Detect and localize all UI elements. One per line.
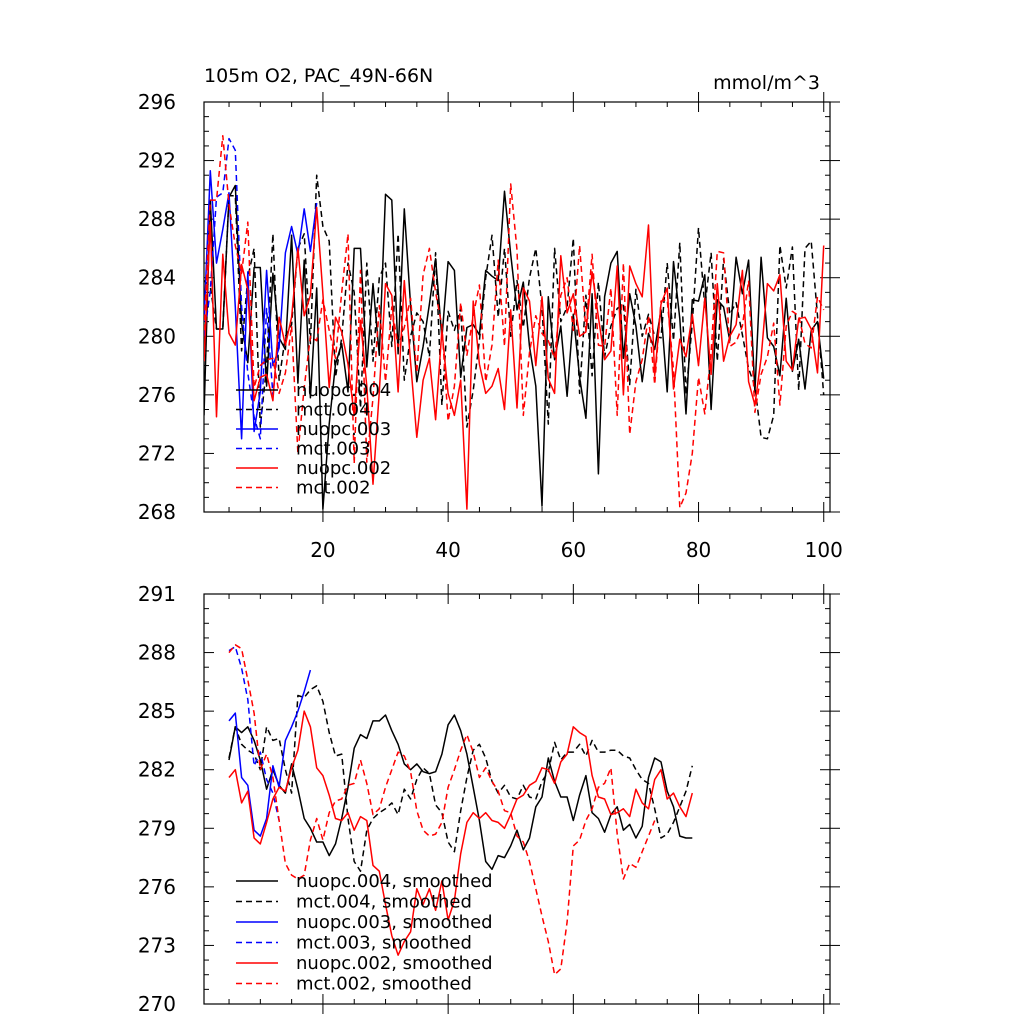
y-tick-label: 272 [138, 441, 176, 465]
x-tick-label: 60 [561, 538, 586, 562]
y-tick-label: 296 [138, 90, 176, 114]
legend-label: mct.004, smoothed [296, 892, 472, 913]
y-tick-label: 285 [138, 699, 176, 723]
legend-label: mct.002, smoothed [296, 974, 472, 995]
legend-label: nuopc.003 [296, 419, 391, 440]
series-line-nuopc-004 [204, 184, 825, 510]
legend-label: mct.003 [296, 439, 371, 460]
legend-label: nuopc.002, smoothed [296, 953, 493, 974]
legend-label: nuopc.003, smoothed [296, 912, 493, 933]
y-tick-label: 273 [138, 933, 176, 957]
legend-label: mct.003, smoothed [296, 933, 472, 954]
y-tick-label: 292 [138, 149, 176, 173]
y-tick-label: 270 [138, 992, 176, 1016]
legend-label: nuopc.004, smoothed [296, 871, 493, 892]
y-tick-label: 288 [138, 207, 176, 231]
series-line-mct-002 [204, 134, 825, 509]
y-tick-label: 276 [138, 383, 176, 407]
y-tick-label: 280 [138, 324, 176, 348]
y-tick-label: 284 [138, 266, 176, 290]
y-tick-label: 282 [138, 758, 176, 782]
panel-bottom: 270 273 276 279 282 285 288 291 nuopc.004, smoot… [138, 582, 840, 1016]
series-line-mct-003 [204, 137, 280, 440]
series-line-nuopc-002 [204, 206, 825, 510]
legend-label: nuopc.004 [296, 380, 391, 401]
series-lines [228, 644, 694, 976]
x-tick-label: 20 [310, 538, 335, 562]
legend-label: nuopc.002 [296, 458, 391, 479]
chart-title: 105m O2, PAC_49N-66N [204, 65, 433, 87]
y-tick-label: 279 [138, 816, 176, 840]
x-tick-label: 80 [686, 538, 711, 562]
series-line-nuopc-003-smoothed [228, 669, 312, 837]
y-tick-label: 268 [138, 500, 176, 524]
series-line-mct-002-smoothed [228, 644, 656, 976]
x-tick-label: 40 [435, 538, 460, 562]
y-tick-label: 276 [138, 875, 176, 899]
series-lines [204, 134, 825, 510]
legend-label: mct.002 [296, 478, 371, 499]
legend: nuopc.004mct.004nuopc.003mct.003nuopc.00… [236, 380, 391, 499]
x-tick-label: 100 [805, 538, 843, 562]
y-tick-label: 291 [138, 582, 176, 606]
y-tick-label: 288 [138, 641, 176, 665]
series-line-mct-003-smoothed [228, 645, 280, 821]
legend-label: mct.004 [296, 400, 371, 421]
series-line-mct-004-smoothed [228, 685, 694, 872]
series-line-mct-004 [204, 174, 825, 440]
series-line-nuopc-004-smoothed [228, 714, 693, 871]
units-label: mmol/m^3 [713, 72, 820, 94]
panel-top: 20 40 60 80 100 268 272 276 280 284 288 292 296 105m … [138, 65, 843, 562]
